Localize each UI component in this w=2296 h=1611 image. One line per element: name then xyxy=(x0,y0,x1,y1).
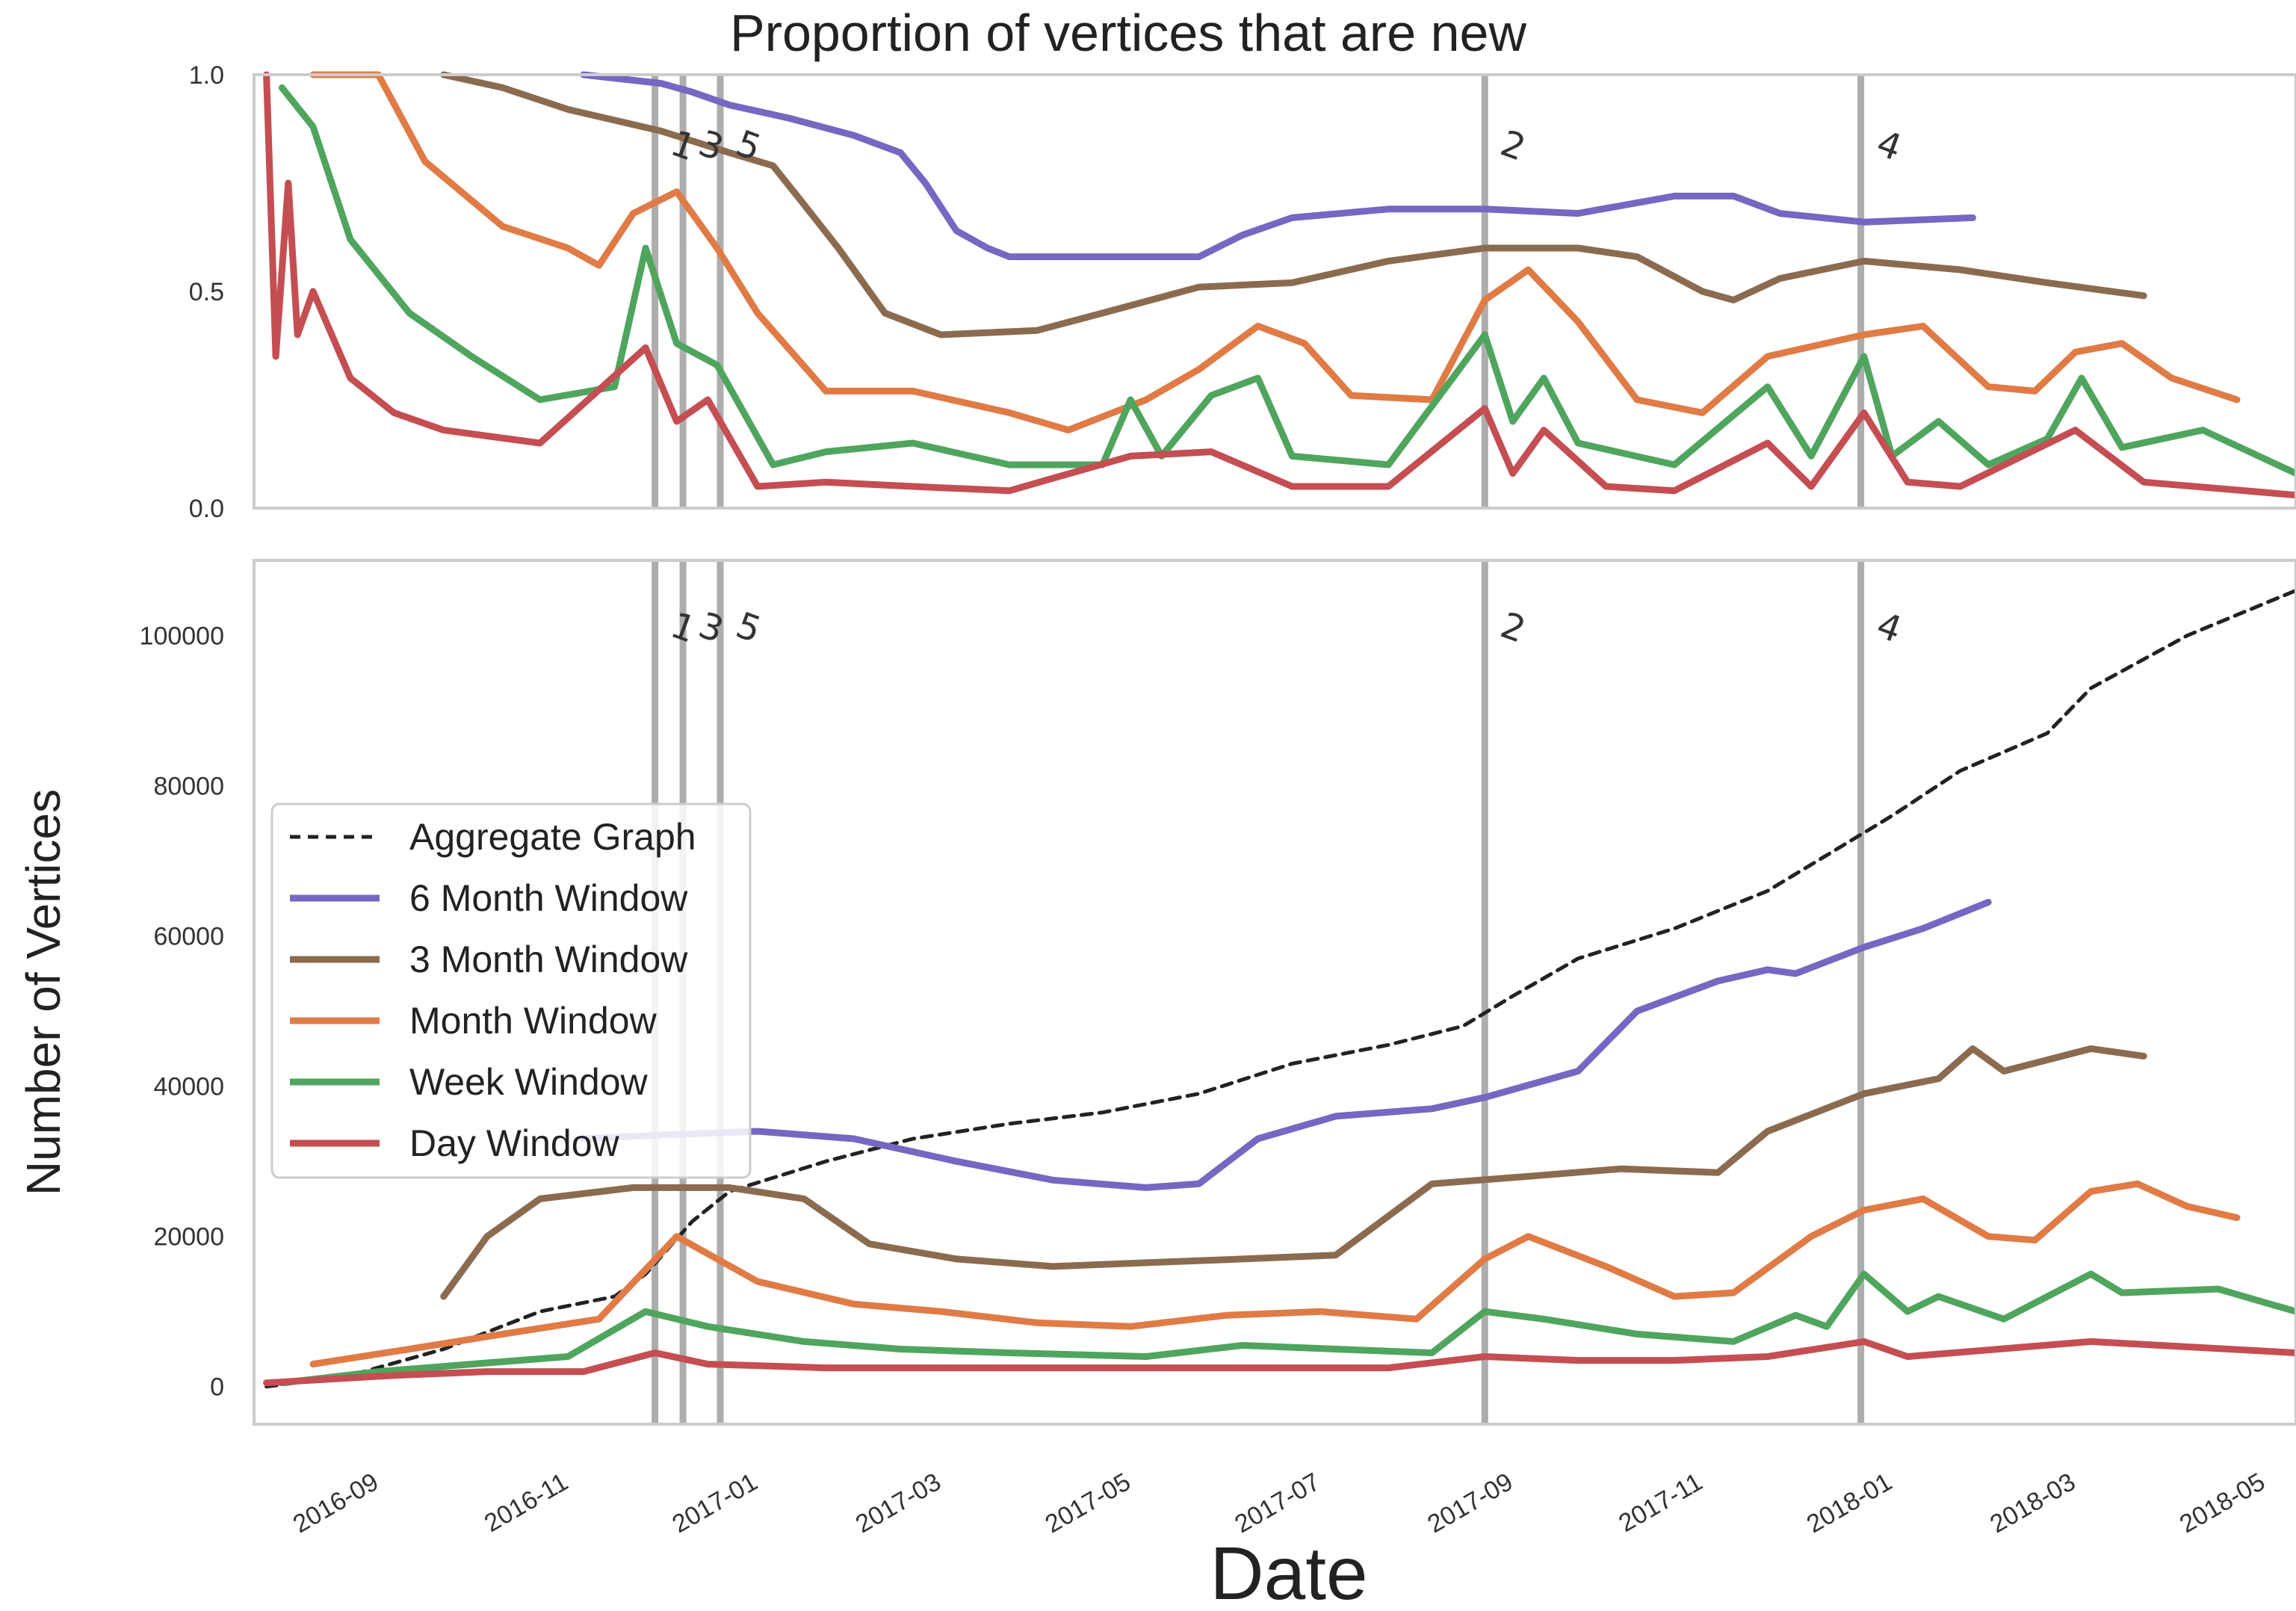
bottom-plot-frame xyxy=(253,559,2296,1426)
bot-series-week-window xyxy=(278,1270,2296,1387)
top-chart-title: Proportion of vertices that are new xyxy=(730,4,1527,62)
bot-y-tick-40000: 40000 xyxy=(153,1073,224,1101)
top-series-3-month-window xyxy=(440,71,2147,338)
bot-y-tick-60000: 60000 xyxy=(153,923,224,951)
top-series-group xyxy=(263,71,2296,499)
bot-y-tick-80000: 80000 xyxy=(153,773,224,801)
legend-label-day-window: Day Window xyxy=(409,1122,620,1164)
top-series-6-month-window xyxy=(580,71,1976,261)
legend-box xyxy=(270,803,752,1179)
top-series-week-window xyxy=(278,84,2296,477)
bot-series-6-month-window xyxy=(580,898,1992,1191)
bot-y-tick-100000: 100000 xyxy=(140,622,224,651)
top-y-tick-0-5: 0.5 xyxy=(189,278,224,306)
legend: Aggregate Graph 6 Month Window 3 Month Win… xyxy=(270,803,752,1179)
top-plot-frame xyxy=(253,73,2296,510)
x-axis-label: Date xyxy=(1210,1532,1367,1611)
legend-label-6-month-window: 6 Month Window xyxy=(409,877,688,919)
bot-series-day-window xyxy=(263,1338,2296,1387)
bot-series-aggregate-graph xyxy=(264,588,2296,1389)
top-y-tick-0-0: 0.0 xyxy=(189,495,224,523)
bottom-series-group xyxy=(263,588,2296,1389)
legend-label-month-window: Month Window xyxy=(409,1000,657,1042)
legend-label-3-month-window: 3 Month Window xyxy=(409,939,688,980)
legend-label-week-window: Week Window xyxy=(409,1061,649,1103)
bot-series-month-window xyxy=(309,1180,2241,1368)
bot-y-tick-0: 0 xyxy=(210,1373,224,1402)
y-axis-label: Number of Vertices xyxy=(16,789,70,1196)
legend-label-aggregate-graph: Aggregate Graph xyxy=(409,816,696,858)
top-y-tick-labels: 0.0 0.5 1.0 xyxy=(189,61,224,523)
bottom-y-tick-labels: 0 20000 40000 60000 80000 100000 xyxy=(140,622,224,1402)
bot-y-tick-20000: 20000 xyxy=(153,1223,224,1252)
top-series-day-window xyxy=(263,71,2296,499)
top-y-tick-1-0: 1.0 xyxy=(189,61,224,90)
top-series-month-window xyxy=(309,71,2241,434)
bot-series-3-month-window xyxy=(440,1045,2147,1300)
